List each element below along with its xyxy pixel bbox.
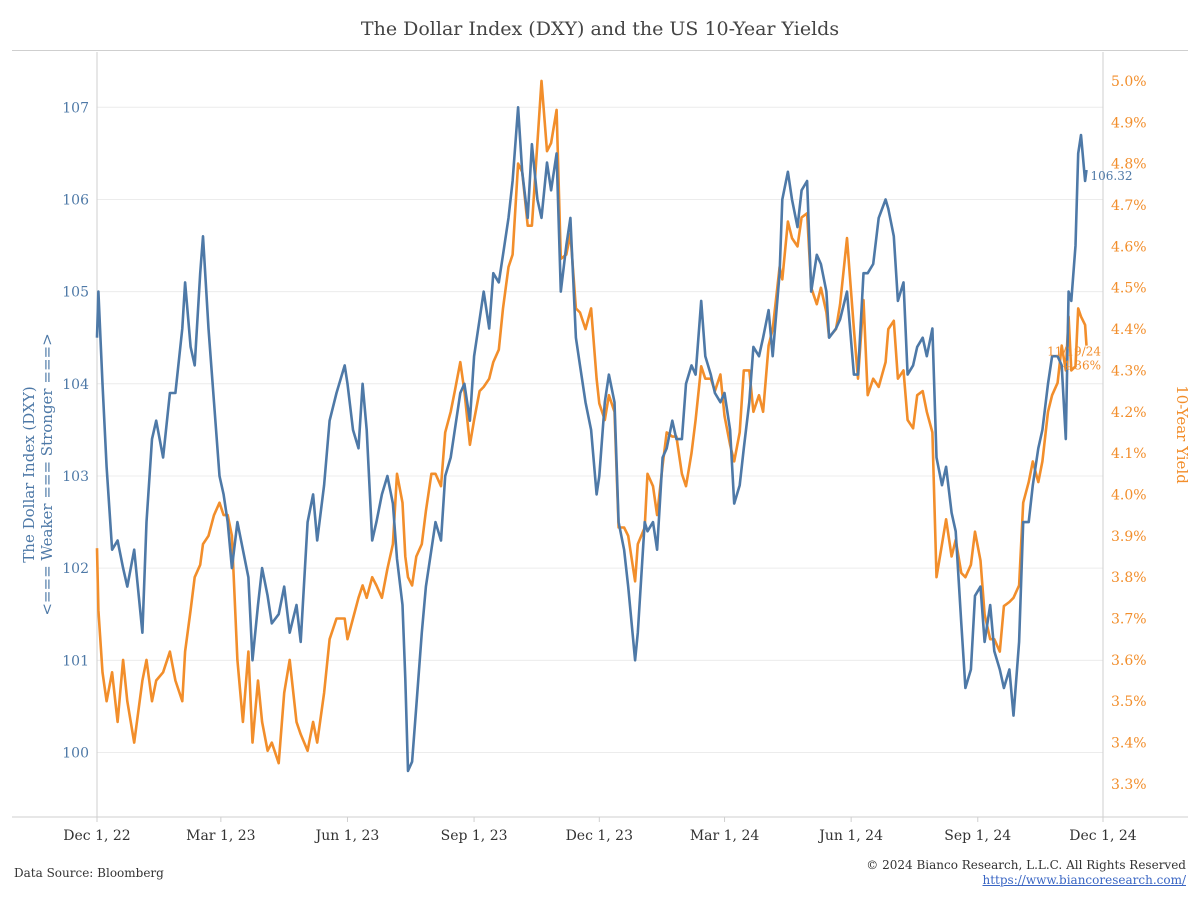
axis-labels: 100 101 102 103 104 105 106 107 3.3% 3.4% 3.5% 3.6%…	[20, 74, 1191, 844]
x-tick-label: Jun 1, 24	[817, 828, 883, 844]
y-right-tick-label: 3.6%	[1111, 653, 1147, 669]
series-lines	[95, 79, 1088, 773]
data-source-note: Data Source: Bloomberg	[14, 866, 164, 880]
x-tick-label: Dec 1, 24	[1069, 828, 1137, 844]
y-right-tick-label: 4.4%	[1111, 322, 1147, 338]
y-right-tick-label: 3.3%	[1111, 777, 1147, 793]
y-right-tick-label: 3.7%	[1111, 612, 1147, 628]
y-left-tick-label: 105	[62, 285, 89, 301]
y-right-tick-label: 4.2%	[1111, 405, 1147, 421]
y-right-axis-title: 10-Year Yield	[1173, 385, 1191, 484]
y-left-tick-label: 104	[62, 377, 89, 393]
x-tick-label: Mar 1, 23	[186, 828, 255, 844]
y-left-tick-label: 103	[62, 469, 89, 485]
y-right-tick-label: 4.9%	[1111, 115, 1147, 131]
y-right-tick-label: 5.0%	[1111, 74, 1147, 90]
chart-title: The Dollar Index (DXY) and the US 10-Yea…	[360, 18, 840, 40]
yield-series-line	[95, 79, 1088, 765]
y-right-tick-label: 4.0%	[1111, 487, 1147, 503]
y-left-tick-label: 100	[62, 745, 89, 761]
y-left-tick-label: 102	[62, 561, 89, 577]
dxy-series-line	[95, 106, 1088, 773]
y-right-tick-label: 4.3%	[1111, 363, 1147, 379]
yield-end-value-label: 4.36%	[1063, 359, 1101, 373]
y-right-tick-label: 4.1%	[1111, 446, 1147, 462]
y-right-tick-label: 4.6%	[1111, 239, 1147, 255]
x-tick-label: Sep 1, 24	[944, 828, 1011, 844]
y-right-tick-label: 4.7%	[1111, 198, 1147, 214]
y-left-tick-label: 107	[62, 100, 89, 116]
y-right-tick-label: 4.5%	[1111, 281, 1147, 297]
y-right-tick-label: 3.5%	[1111, 694, 1147, 710]
x-tick-label: Jun 1, 23	[314, 828, 380, 844]
y-left-tick-label: 106	[62, 192, 89, 208]
website-link[interactable]: https://www.biancoresearch.com/	[982, 873, 1186, 887]
y-left-axis-subtitle: <=== Weaker === Stronger ===>	[38, 333, 56, 615]
x-tick-label: Dec 1, 23	[566, 828, 633, 844]
x-tick-label: Mar 1, 24	[690, 828, 760, 844]
title-divider	[12, 50, 1188, 51]
x-tick-label: Sep 1, 23	[441, 828, 508, 844]
axes	[12, 52, 1188, 822]
y-right-tick-label: 4.8%	[1111, 157, 1147, 173]
y-right-tick-label: 3.8%	[1111, 570, 1147, 586]
y-left-tick-label: 101	[62, 653, 89, 669]
y-left-axis-title: The Dollar Index (DXY)	[20, 386, 38, 562]
y-right-tick-label: 3.4%	[1111, 736, 1147, 752]
yield-end-date-label: 11/19/24	[1047, 345, 1101, 359]
dxy-end-label: 106.32	[1090, 169, 1132, 183]
y-right-tick-label: 3.9%	[1111, 529, 1147, 545]
x-tick-label: Dec 1, 22	[63, 828, 130, 844]
copyright-note: © 2024 Bianco Research, L.L.C. All Right…	[866, 858, 1186, 872]
